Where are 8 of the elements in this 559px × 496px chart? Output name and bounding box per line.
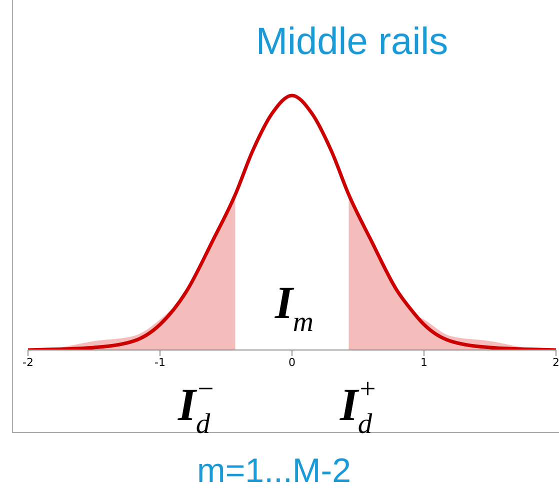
annotation: I$_{m}$ [274,277,314,338]
x-tick-label: -1 [154,356,166,369]
x-tick-label: 0 [288,356,296,369]
x-tick-label: -2 [22,356,34,369]
x-tick-label: 1 [420,356,428,369]
x-tick-label: 2 [552,356,559,369]
chart-title: Middle rails [256,21,448,63]
text: m=1...M-2 [197,452,351,490]
